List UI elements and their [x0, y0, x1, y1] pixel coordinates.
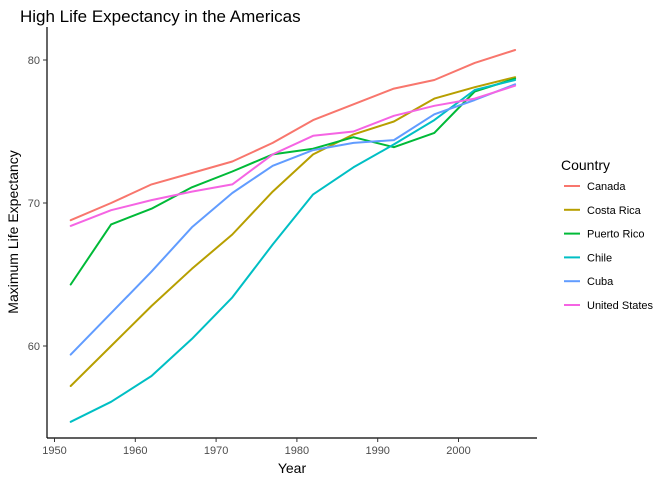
legend-label: Cuba	[587, 276, 614, 288]
x-tick-label: 2000	[446, 445, 470, 457]
legend: Country Canada Costa Rica Puerto Rico Chile…	[561, 157, 654, 312]
plot-area	[69, 49, 517, 423]
legend-label: Costa Rica	[587, 205, 642, 217]
x-axis-title: Year	[278, 460, 307, 476]
x-tick-label: 1960	[123, 445, 147, 457]
y-axis-title: Maximum Life Expectancy	[5, 150, 21, 313]
series-line-chile	[69, 79, 517, 423]
x-tick-label: 1950	[42, 445, 66, 457]
legend-label: Puerto Rico	[587, 229, 644, 241]
chart-title: High Life Expectancy in the Americas	[20, 7, 301, 26]
y-tick-label: 80	[28, 55, 40, 67]
legend-title: Country	[561, 157, 610, 173]
series-line-cuba	[69, 83, 517, 356]
series-line-puerto-rico	[69, 77, 517, 286]
y-axis-ticks: 60 70 80	[28, 55, 47, 353]
y-tick-label: 70	[28, 198, 40, 210]
series-line-canada	[69, 49, 517, 222]
x-tick-label: 1970	[204, 445, 228, 457]
x-axis-ticks: 1950 1960 1970 1980 1990 2000	[42, 438, 471, 457]
series-line-united-states	[69, 84, 517, 227]
y-tick-label: 60	[28, 341, 40, 353]
series-line-costa-rica	[69, 76, 517, 387]
legend-label: Chile	[587, 252, 612, 264]
x-tick-label: 1990	[365, 445, 389, 457]
x-tick-label: 1980	[285, 445, 309, 457]
legend-label: United States	[587, 300, 654, 312]
legend-items: Canada Costa Rica Puerto Rico Chile Cuba Unit…	[564, 181, 654, 312]
legend-label: Canada	[587, 181, 626, 193]
